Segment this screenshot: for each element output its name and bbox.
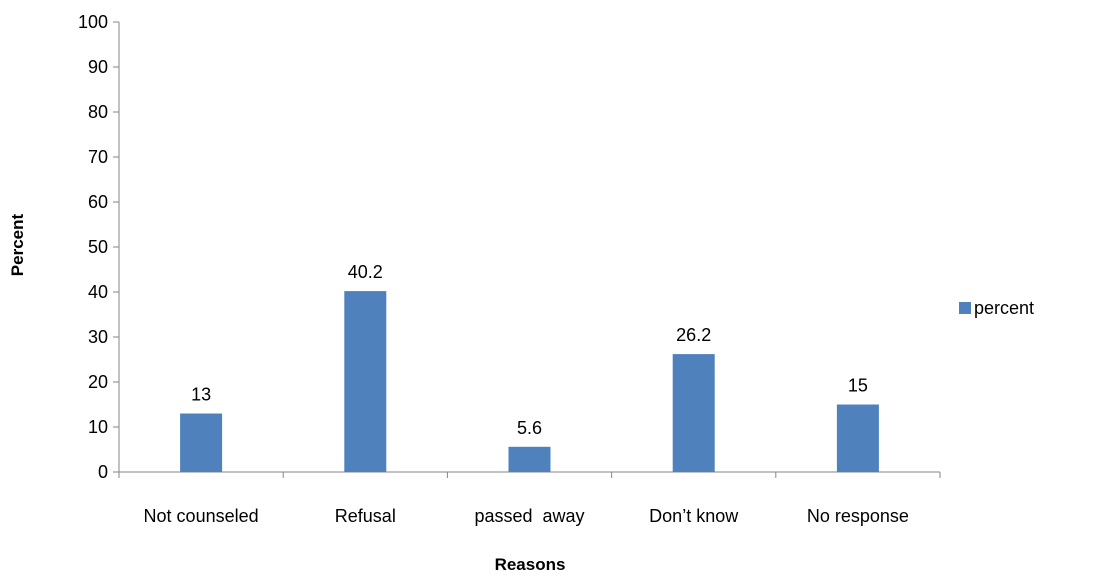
x-category-label: No response [807,506,909,526]
data-labels: 13 40.2 5.6 26.2 15 [191,262,868,438]
bar [180,413,223,472]
bar [836,404,879,472]
y-tick-label: 60 [88,192,108,212]
bar [344,291,387,472]
y-tick-label: 0 [98,462,108,482]
legend: percent [959,298,1034,318]
legend-label-percent: percent [974,298,1034,318]
y-axis-title: Percent [8,213,27,276]
data-label: 5.6 [517,418,542,438]
y-axis-ticks: 0 10 20 30 40 50 60 70 80 90 100 [78,12,119,482]
y-tick-label: 30 [88,327,108,347]
legend-swatch [959,302,971,314]
x-axis-category-labels: Not counseled Refusal passed away Don’t kno… [144,506,909,526]
y-tick-label: 40 [88,282,108,302]
y-tick-label: 70 [88,147,108,167]
y-tick-label: 90 [88,57,108,77]
data-label: 26.2 [676,325,711,345]
data-label: 40.2 [348,262,383,282]
plot-area [118,22,941,478]
x-category-label: Refusal [335,506,396,526]
x-axis-title: Reasons [495,555,566,574]
data-label: 13 [191,385,211,405]
bar [508,446,551,472]
x-category-label: Don’t know [649,506,739,526]
y-tick-label: 100 [78,12,108,32]
data-label: 15 [848,376,868,396]
y-tick-label: 20 [88,372,108,392]
x-category-label: passed away [474,506,584,526]
y-tick-label: 80 [88,102,108,122]
y-tick-label: 10 [88,417,108,437]
bars [180,291,879,472]
bar [672,354,715,472]
x-category-label: Not counseled [144,506,259,526]
y-tick-label: 50 [88,237,108,257]
